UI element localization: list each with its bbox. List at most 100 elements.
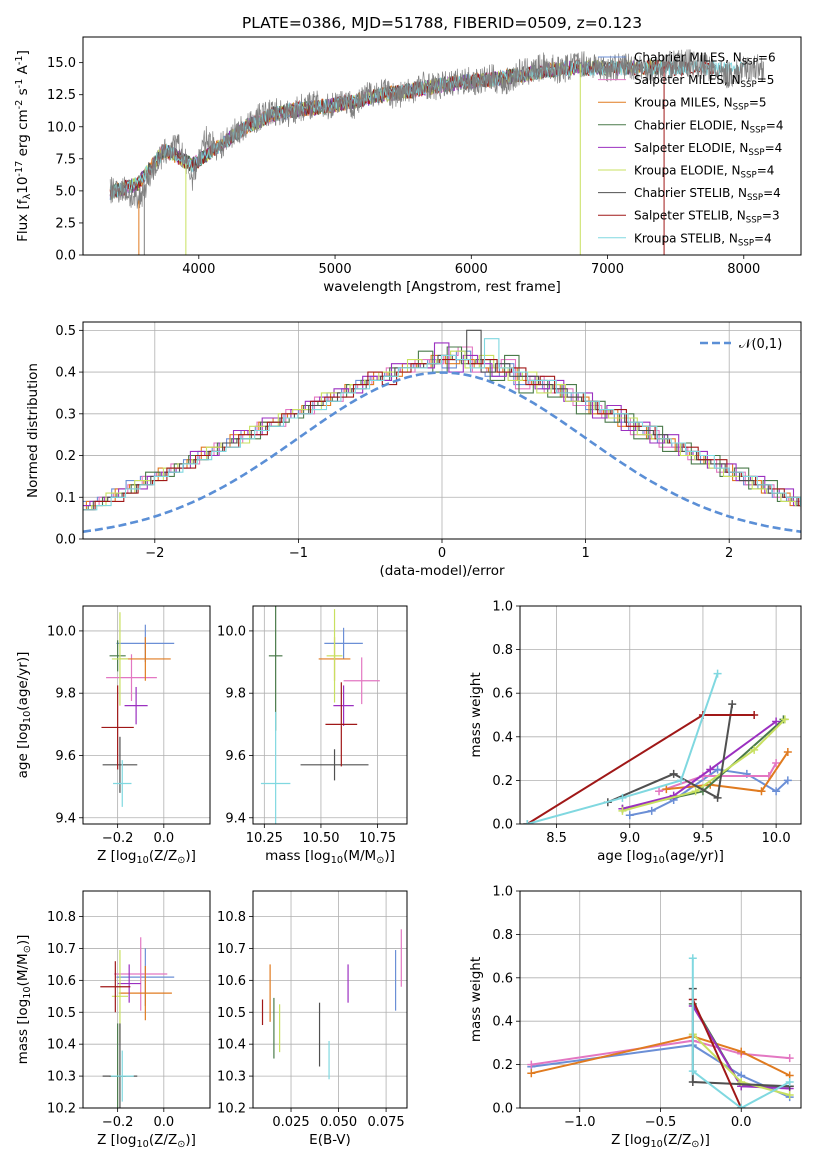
histogram-series xyxy=(83,338,801,511)
label-part: (age/yr)] xyxy=(665,848,724,864)
weight-marker xyxy=(757,787,766,796)
label-part: =4 xyxy=(766,118,784,132)
weight-series-line xyxy=(691,999,743,1108)
label-part: )] xyxy=(185,1132,196,1148)
label-part: SSP xyxy=(750,125,766,135)
axes-age_vs_mass: 10.25 10.50 10.75 9.4 9.6 9.8 10.0 mass [log10(… xyxy=(217,605,408,866)
legend-label: Chabrier STELIB, NSSP=4 xyxy=(634,186,781,203)
weight-marker xyxy=(772,758,781,767)
label-part: 10 xyxy=(331,855,343,866)
weight-marker xyxy=(785,1054,794,1063)
weight-marker xyxy=(688,954,697,963)
histogram-series xyxy=(83,350,801,511)
y-tick-label: 12.5 xyxy=(47,88,76,103)
y-tick-label: 1.0 xyxy=(492,885,513,900)
label-part: Kroupa ELODIE, N xyxy=(634,164,741,178)
data-point xyxy=(118,965,172,1021)
label-part: (age/yr)] xyxy=(15,652,31,711)
x-tick-label: −0.5 xyxy=(645,1115,677,1130)
y-tick-label: 0.0 xyxy=(55,533,76,548)
y-tick-label: 0.3 xyxy=(55,407,76,422)
y-tick-label: 2.5 xyxy=(55,216,76,231)
label-part: ⊙ xyxy=(376,855,384,866)
y-tick-label: 0.2 xyxy=(55,449,76,464)
y-tick-label: 9.6 xyxy=(55,749,76,764)
label-part: erg cm xyxy=(15,109,31,160)
label-part: =5 xyxy=(749,96,767,110)
label-part: 𝒩(0,1) xyxy=(739,337,782,352)
label-part: λ xyxy=(22,194,33,200)
data-point xyxy=(326,609,343,703)
y-axis-label: mass [log10(M/M⊙)] xyxy=(15,935,33,1065)
data-point xyxy=(106,654,157,701)
label-part: (Z/Z xyxy=(663,1132,691,1148)
weight-marker xyxy=(750,711,759,719)
model-line xyxy=(109,58,690,198)
weight-marker xyxy=(783,776,792,785)
label-part: )] xyxy=(15,935,31,946)
axes-frame xyxy=(82,321,802,540)
x-tick-label: 0.0 xyxy=(731,1115,752,1130)
weight-marker xyxy=(618,793,627,802)
y-tick-label: 10.5 xyxy=(217,1006,246,1021)
x-tick-label: −0.2 xyxy=(102,831,134,846)
label-part: mass weight xyxy=(468,672,484,757)
axes-spectrum: 4000 5000 6000 7000 8000 0.0 2.5 5.0 7.5 10.0 12.5… xyxy=(14,14,802,295)
axes-weight_vs_age: 8.5 9.0 9.5 10.0 0.0 0.2 0.4 0.6 0.8 1.0 age [log1… xyxy=(468,600,802,866)
label-part: -1 xyxy=(14,79,25,89)
weight-marker xyxy=(688,1067,697,1076)
label-part: SSP xyxy=(747,193,763,203)
x-axis-label: wavelength [Angstrom, rest frame] xyxy=(323,279,561,295)
weight-marker xyxy=(785,1077,794,1086)
label-part: Salpeter STELIB, N xyxy=(634,209,746,223)
y-tick-label: 0.0 xyxy=(492,1102,513,1117)
label-part: =4 xyxy=(763,186,781,200)
label-part: Chabrier MILES, N xyxy=(634,51,742,65)
data-point xyxy=(343,657,380,705)
label-part: 10 xyxy=(22,711,33,723)
label-part: Z [log xyxy=(97,1132,136,1148)
x-tick-label: 8.5 xyxy=(546,831,567,846)
y-axis-label: Flux [fλ10-17 erg cm-2 s-1 A-1] xyxy=(14,50,33,242)
weight-marker xyxy=(647,806,656,815)
weight-marker xyxy=(713,793,722,802)
axes-frame xyxy=(82,36,802,256)
axes-residuals: −2 −1 0 1 2 0.0 0.1 0.2 0.3 0.4 0.5 (data-model)/er… xyxy=(25,321,802,579)
plot-area xyxy=(260,606,380,824)
label-part: )] xyxy=(185,848,196,864)
axes-frame xyxy=(519,605,802,825)
y-tick-label: 10.6 xyxy=(217,974,246,989)
weight-marker xyxy=(713,669,722,678)
plot-area xyxy=(523,669,792,824)
y-tick-label: 10.6 xyxy=(47,974,76,989)
y-tick-label: 0.6 xyxy=(492,687,513,702)
legend-label: Salpeter STELIB, NSSP=3 xyxy=(634,209,780,226)
label-part: age [log xyxy=(597,848,652,864)
plot-area xyxy=(83,329,801,533)
x-axis-label: Z [log10(Z/Z⊙)] xyxy=(611,1132,710,1150)
label-part: )] xyxy=(699,1132,710,1148)
weight-series-line xyxy=(527,673,719,824)
y-tick-label: 10.4 xyxy=(47,1038,76,1053)
label-part: age [log xyxy=(15,723,31,778)
weight-series-line xyxy=(691,958,791,1108)
histogram-series xyxy=(83,359,801,511)
x-tick-label: 0.0 xyxy=(153,1115,174,1130)
y-tick-label: 10.7 xyxy=(47,942,76,957)
y-tick-label: 15.0 xyxy=(47,56,76,71)
label-part: Chabrier STELIB, N xyxy=(634,186,747,200)
label-part: (M/M xyxy=(343,848,376,864)
y-tick-label: 0.4 xyxy=(492,730,513,745)
weight-marker xyxy=(772,717,781,726)
label-part: 10 xyxy=(22,986,33,998)
data-point xyxy=(114,937,168,1011)
weight-marker xyxy=(737,1047,746,1056)
x-tick-label: 6000 xyxy=(455,262,488,277)
model-line xyxy=(109,59,608,197)
histogram-series xyxy=(83,354,801,511)
y-tick-label: 10.0 xyxy=(47,624,76,639)
label-part: Z [log xyxy=(97,848,136,864)
label-part: Kroupa STELIB, N xyxy=(634,231,738,245)
y-tick-label: 0.6 xyxy=(492,971,513,986)
